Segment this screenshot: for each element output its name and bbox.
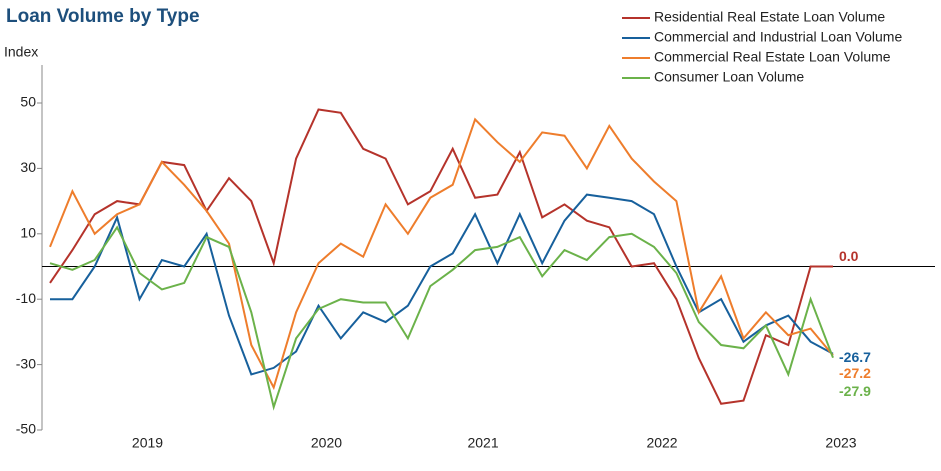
y-tick-label: 50 (20, 94, 36, 110)
x-tick-label: 2020 (311, 435, 342, 451)
x-tick-label: 2019 (132, 435, 163, 451)
y-tick-label: -50 (16, 421, 36, 437)
x-tick-label: 2021 (467, 435, 498, 451)
chart-title: Loan Volume by Type (6, 6, 200, 27)
y-tick-label: -10 (16, 290, 36, 306)
value-label: -26.7 (839, 349, 871, 365)
x-tick-label: 2023 (825, 435, 856, 451)
legend-label: Consumer Loan Volume (654, 69, 804, 85)
series-line (49, 117, 834, 391)
y-tick-label: 30 (20, 159, 36, 175)
y-axis-label: Index (4, 44, 38, 60)
series-line (50, 193, 834, 376)
legend-label: Commercial and Industrial Loan Volume (654, 29, 902, 45)
y-tick-label: -30 (16, 355, 36, 371)
legend-label: Commercial Real Estate Loan Volume (654, 49, 891, 65)
x-tick-label: 2022 (646, 435, 677, 451)
series-line (49, 108, 833, 405)
value-label: 0.0 (839, 248, 859, 264)
legend-label: Residential Real Estate Loan Volume (654, 9, 885, 25)
y-tick-label: 10 (20, 225, 36, 241)
series-line (49, 225, 834, 411)
value-label: -27.9 (839, 383, 871, 399)
value-label: -27.2 (839, 365, 871, 381)
